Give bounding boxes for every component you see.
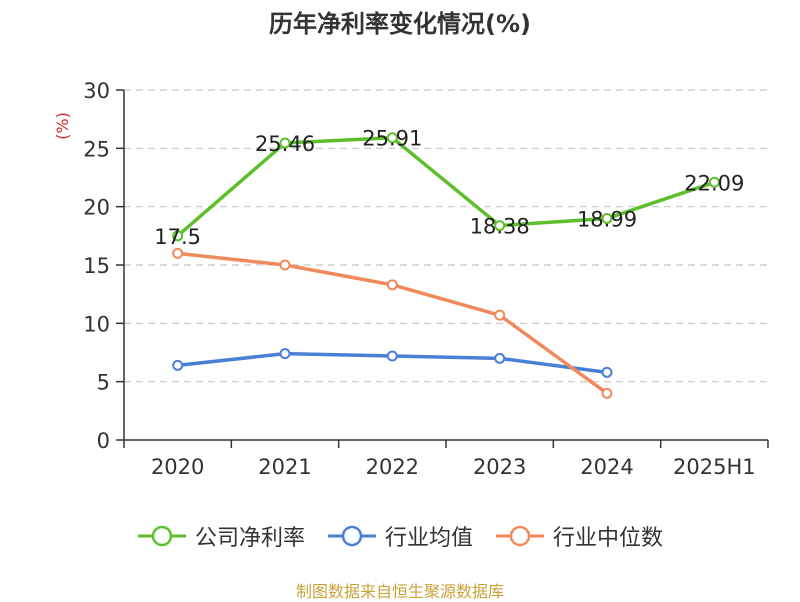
y-axis-label: (%) — [53, 112, 72, 140]
y-tick-label: 25 — [83, 137, 110, 161]
data-point — [494, 309, 506, 321]
legend-marker-icon — [327, 525, 376, 547]
line-chart: (%) 0 5 10 15 20 25 30 2020 2021 2022 2023 2024 2025… — [53, 79, 769, 479]
legend-item[interactable]: 公司净利率 — [137, 520, 305, 552]
y-tick-label: 10 — [83, 312, 110, 336]
data-point — [386, 279, 398, 291]
legend-item[interactable]: 行业均值 — [327, 520, 473, 552]
source-note: 制图数据来自恒生聚源数据库 — [295, 582, 504, 601]
data-label: 18.99 — [577, 207, 637, 231]
data-point — [386, 350, 398, 362]
data-label: 18.38 — [470, 215, 530, 239]
data-point — [601, 366, 613, 378]
legend-label: 行业均值 — [384, 526, 473, 551]
data-label: 22.09 — [684, 171, 744, 195]
y-tick-label: 15 — [83, 254, 110, 278]
data-point — [386, 132, 398, 144]
legend-label: 行业中位数 — [553, 526, 664, 551]
y-tick-label: 20 — [83, 196, 110, 220]
chart-legend: 公司净利率 行业均值 行业中位数 — [0, 520, 800, 552]
y-tick-label: 0 — [97, 429, 110, 453]
data-point — [172, 359, 184, 371]
legend-marker-icon — [137, 525, 186, 547]
chart-title: 历年净利率变化情况(%) — [269, 10, 531, 38]
x-tick-label: 2023 — [473, 455, 526, 479]
data-point — [279, 137, 291, 149]
x-tick-label: 2025H1 — [673, 455, 756, 479]
legend-marker-dot — [341, 525, 363, 547]
data-point — [601, 387, 613, 399]
series-line-1 — [176, 135, 715, 238]
legend-marker-icon — [496, 525, 544, 547]
data-point — [172, 247, 184, 259]
legend-marker-dot — [509, 525, 531, 547]
data-label: 25.46 — [255, 132, 315, 156]
data-label: 17.5 — [154, 225, 201, 249]
data-point — [279, 259, 291, 271]
data-point — [279, 348, 291, 360]
y-tick-label: 5 — [97, 371, 110, 395]
legend-item[interactable]: 行业中位数 — [495, 520, 663, 552]
data-label: 25.91 — [362, 127, 422, 151]
x-tick-label: 2024 — [580, 455, 633, 479]
x-tick-label: 2022 — [366, 455, 419, 479]
data-point — [708, 176, 720, 188]
x-tick-label: 2020 — [151, 455, 204, 479]
data-point — [172, 230, 184, 242]
y-tick-label: 30 — [83, 79, 110, 103]
x-tick-label: 2021 — [258, 455, 311, 479]
legend-marker-dot — [151, 525, 173, 547]
data-point — [494, 220, 506, 232]
data-point — [601, 212, 613, 224]
legend-label: 公司净利率 — [194, 526, 305, 551]
data-point — [494, 352, 506, 364]
